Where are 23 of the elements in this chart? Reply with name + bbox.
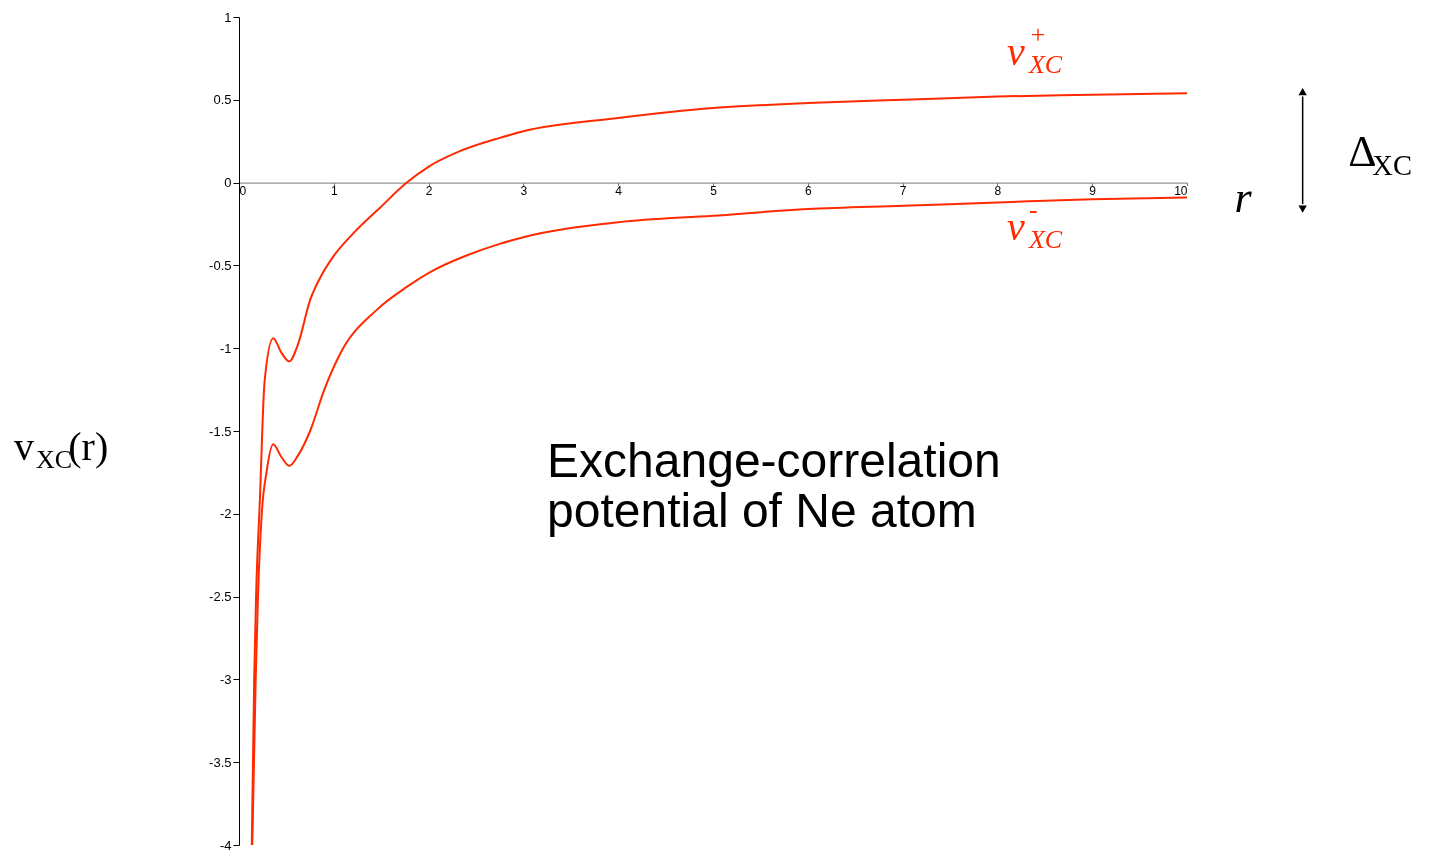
y-tick-label: -2: [219, 506, 232, 522]
y-tick-label: -4: [219, 837, 232, 852]
y-tick-label: 0.5: [213, 92, 232, 108]
y-tick-label: -3.5: [209, 754, 232, 770]
y-tick-label: -2.5: [209, 589, 232, 605]
x-tick-label: 7: [899, 184, 907, 199]
x-tick-label: 8: [994, 184, 1002, 199]
y-tick-label: -0.5: [209, 257, 232, 273]
y-tick-label: -1.5: [209, 423, 232, 439]
annotation: Exchange-correlation potential of Ne atom: [547, 434, 1001, 538]
y-tick-label: -3: [219, 671, 232, 687]
y-tick-label: -1: [219, 340, 232, 356]
x-axis-title: r: [1234, 173, 1253, 223]
x-tick-label: 6: [804, 184, 812, 199]
x-tick-label: 0: [239, 184, 247, 199]
x-tick-label: 5: [710, 184, 718, 199]
x-tick-label: 3: [520, 184, 528, 199]
x-tick-label: 1: [330, 184, 338, 199]
x-tick-label: 9: [1089, 184, 1097, 199]
x-tick-label: 4: [615, 184, 623, 199]
x-tick-label: 2: [425, 184, 433, 199]
y-tick-label: 1: [224, 9, 232, 25]
x-tick-label: 10: [1174, 184, 1188, 199]
